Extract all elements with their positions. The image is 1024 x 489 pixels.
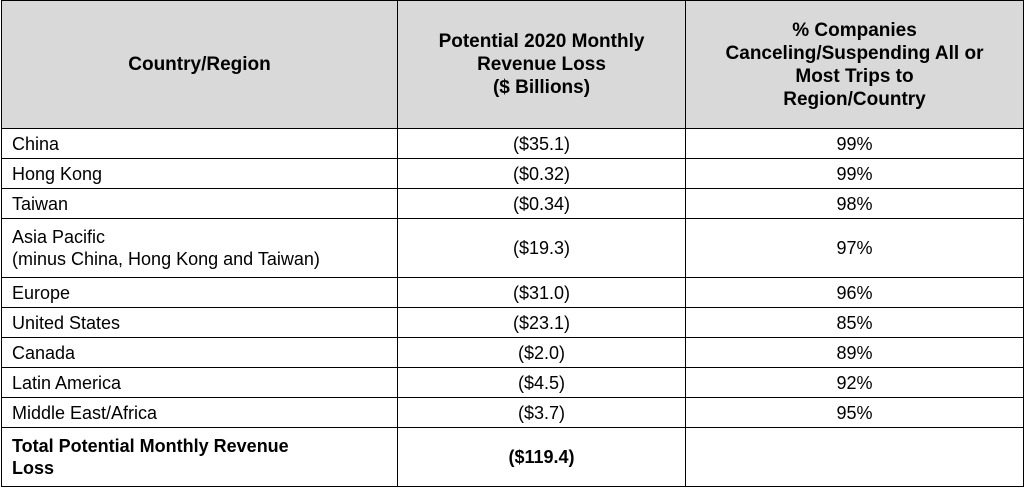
revenue-loss-cell: ($2.0) (397, 337, 686, 368)
total-row: Total Potential Monthly Revenue Loss ($1… (1, 427, 1024, 487)
pct-companies-cell: 99% (685, 128, 1024, 159)
table-row: Asia Pacific (minus China, Hong Kong and… (1, 218, 1024, 278)
table-row: Middle East/Africa ($3.7) 95% (1, 397, 1024, 428)
header-revenue-loss-line: Potential 2020 Monthly (438, 31, 645, 52)
pct-companies-cell: 89% (685, 337, 1024, 368)
table-body: China ($35.1) 99% Hong Kong ($0.32) 99% … (1, 128, 1024, 487)
table-row: United States ($23.1) 85% (1, 307, 1024, 338)
total-revenue-loss-cell: ($119.4) (397, 427, 686, 487)
revenue-loss-cell: ($3.7) (397, 397, 686, 428)
header-country-region-text: Country/Region (128, 54, 271, 75)
pct-companies-cell: 98% (685, 188, 1024, 219)
revenue-loss-cell: ($19.3) (397, 218, 686, 278)
pct-companies-cell: 92% (685, 367, 1024, 398)
table-row: China ($35.1) 99% (1, 128, 1024, 159)
pct-companies-cell: 85% (685, 307, 1024, 338)
region-cell: United States (1, 307, 398, 338)
table-row: Canada ($2.0) 89% (1, 337, 1024, 368)
revenue-loss-cell: ($35.1) (397, 128, 686, 159)
region-cell: Hong Kong (1, 158, 398, 189)
region-cell-line: (minus China, Hong Kong and Taiwan) (12, 249, 320, 269)
header-row: Country/Region Potential 2020 Monthly Re… (1, 0, 1024, 129)
revenue-loss-cell: ($4.5) (397, 367, 686, 398)
pct-companies-cell: 95% (685, 397, 1024, 428)
region-cell: Canada (1, 337, 398, 368)
header-country-region: Country/Region (1, 0, 398, 129)
pct-companies-cell: 97% (685, 218, 1024, 278)
region-cell: Asia Pacific (minus China, Hong Kong and… (1, 218, 398, 278)
total-pct-companies-cell (685, 427, 1024, 487)
region-cell: Taiwan (1, 188, 398, 219)
total-label-cell: Total Potential Monthly Revenue Loss (1, 427, 398, 487)
header-revenue-loss-line: ($ Billions) (492, 77, 591, 98)
header-revenue-loss-line: Revenue Loss (477, 54, 606, 75)
region-cell: Middle East/Africa (1, 397, 398, 428)
region-cell: Latin America (1, 367, 398, 398)
revenue-loss-cell: ($23.1) (397, 307, 686, 338)
pct-companies-cell: 99% (685, 158, 1024, 189)
revenue-loss-cell: ($0.34) (397, 188, 686, 219)
header-revenue-loss: Potential 2020 Monthly Revenue Loss ($ B… (397, 0, 686, 129)
revenue-loss-cell: ($0.32) (397, 158, 686, 189)
header-pct-companies-line: Most Trips to (795, 65, 914, 87)
table-header: Country/Region Potential 2020 Monthly Re… (1, 0, 1024, 129)
header-pct-companies-line: % Companies (792, 19, 917, 41)
table-row: Hong Kong ($0.32) 99% (1, 158, 1024, 189)
header-pct-companies: % Companies Canceling/Suspending All or … (685, 0, 1024, 129)
region-cell-line: Asia Pacific (12, 227, 106, 247)
table-row: Taiwan ($0.34) 98% (1, 188, 1024, 219)
total-label-line: Loss (12, 458, 55, 478)
revenue-loss-cell: ($31.0) (397, 277, 686, 308)
table-row: Europe ($31.0) 96% (1, 277, 1024, 308)
pct-companies-cell: 96% (685, 277, 1024, 308)
header-pct-companies-line: Region/Country (783, 88, 926, 110)
region-cell: China (1, 128, 398, 159)
header-pct-companies-line: Canceling/Suspending All or (725, 42, 984, 64)
region-cell: Europe (1, 277, 398, 308)
total-label-line: Total Potential Monthly Revenue (12, 436, 289, 456)
table-row: Latin America ($4.5) 92% (1, 367, 1024, 398)
